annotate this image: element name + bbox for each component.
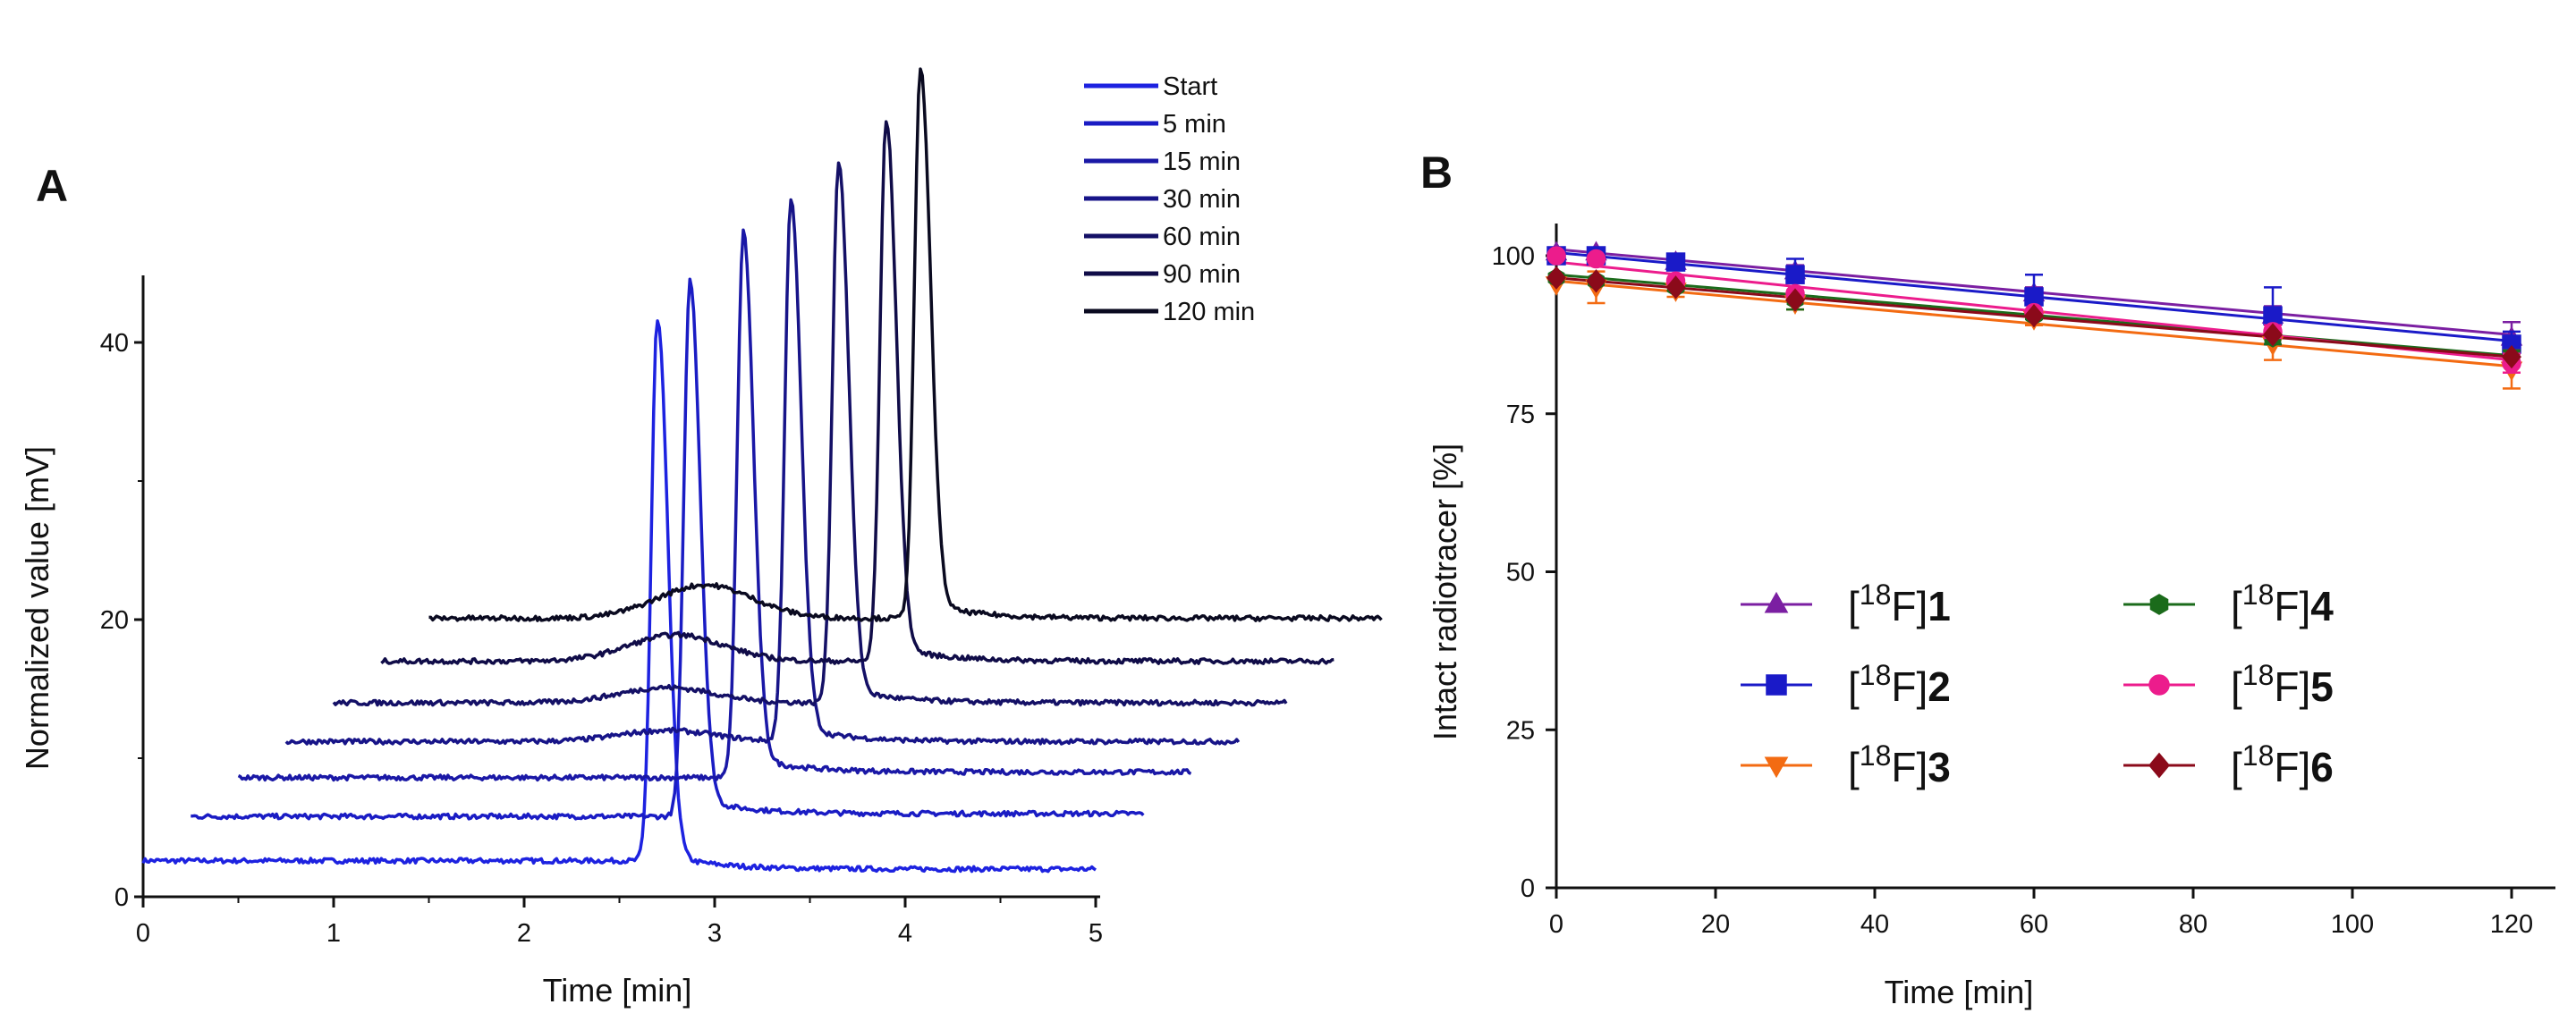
- x-tick-label: 40: [1860, 910, 1889, 939]
- data-point: [2263, 323, 2283, 347]
- data-point: [2149, 594, 2169, 615]
- panel-a-label: A: [36, 161, 68, 211]
- x-tick-label: 0: [136, 919, 150, 948]
- y-tick-label: 20: [100, 606, 129, 635]
- trace-line: [428, 67, 1383, 622]
- data-point: [2148, 752, 2170, 779]
- legend-label: 120 min: [1163, 298, 1255, 326]
- x-tick-label: 2: [517, 919, 531, 948]
- legend-label: Start: [1163, 72, 1217, 101]
- y-tick-label: 0: [114, 883, 129, 912]
- y-tick-label: 40: [100, 329, 129, 358]
- y-tick-label: 50: [1506, 559, 1535, 587]
- x-tick-label: 3: [708, 919, 722, 948]
- chromatogram-chart: 0 1 2 3 4 5 0 20 40 Time [min] Normalized value…: [19, 67, 1383, 1009]
- trace-line: [332, 161, 1288, 707]
- data-point: [1586, 249, 1606, 269]
- data-point: [1665, 252, 1686, 272]
- x-tick-label: 5: [1089, 919, 1103, 948]
- y-tick-label: 100: [1492, 242, 1535, 271]
- legend-label: [18F]4: [2231, 578, 2334, 629]
- y-tick-label: 0: [1521, 874, 1535, 903]
- trace-line: [284, 198, 1241, 746]
- data-point: [2024, 303, 2044, 328]
- data-point: [2502, 344, 2521, 369]
- x-tick-label: 100: [2331, 910, 2374, 939]
- data-point: [1764, 756, 1789, 779]
- legend-label: [18F]5: [2231, 659, 2334, 710]
- data-point: [1586, 269, 1606, 293]
- x-tick-label: 1: [326, 919, 341, 948]
- y-axis-title: Intact radiotracer [%]: [1427, 443, 1463, 740]
- x-tick-label: 120: [2490, 910, 2533, 939]
- x-axis-title: Time [min]: [543, 972, 692, 1009]
- legend-label: 5 min: [1163, 110, 1226, 139]
- panel-b-label: B: [1420, 148, 1453, 198]
- data-point: [1785, 265, 1805, 284]
- x-tick-label: 80: [2179, 910, 2207, 939]
- legend-label: 90 min: [1163, 260, 1241, 289]
- legend-label: 30 min: [1163, 185, 1241, 214]
- legend-label: [18F]2: [1848, 659, 1951, 710]
- data-point: [1546, 266, 1566, 290]
- y-tick-label: 25: [1506, 716, 1535, 745]
- data-point: [2148, 674, 2170, 696]
- x-axis-title: Time [min]: [1885, 974, 2034, 1010]
- legend-label: [18F]3: [1848, 739, 1951, 790]
- legend-label: 15 min: [1163, 148, 1241, 176]
- y-tick-label: 75: [1506, 401, 1535, 429]
- data-point: [1546, 246, 1566, 266]
- trace-line: [141, 319, 1097, 874]
- trace-line: [237, 228, 1192, 782]
- x-tick-label: 20: [1701, 910, 1730, 939]
- data-point: [1766, 674, 1787, 696]
- x-tick-label: 60: [2020, 910, 2048, 939]
- legend-label: 60 min: [1163, 223, 1241, 251]
- y-axis-title: Normalized value [mV]: [19, 446, 55, 770]
- stability-chart: 0 20 40 60 80 100 120 0 25 50 75 100 Time [min] In…: [1427, 224, 2555, 1010]
- data-point: [1785, 288, 1805, 312]
- data-point: [1665, 275, 1686, 300]
- legend-label: [18F]1: [1848, 578, 1951, 629]
- trace-line: [380, 120, 1335, 665]
- x-tick-label: 4: [898, 919, 912, 948]
- trace-line: [191, 277, 1145, 821]
- x-tick-label: 0: [1549, 910, 1563, 939]
- data-point: [1764, 591, 1789, 613]
- legend-label: [18F]6: [2231, 739, 2334, 790]
